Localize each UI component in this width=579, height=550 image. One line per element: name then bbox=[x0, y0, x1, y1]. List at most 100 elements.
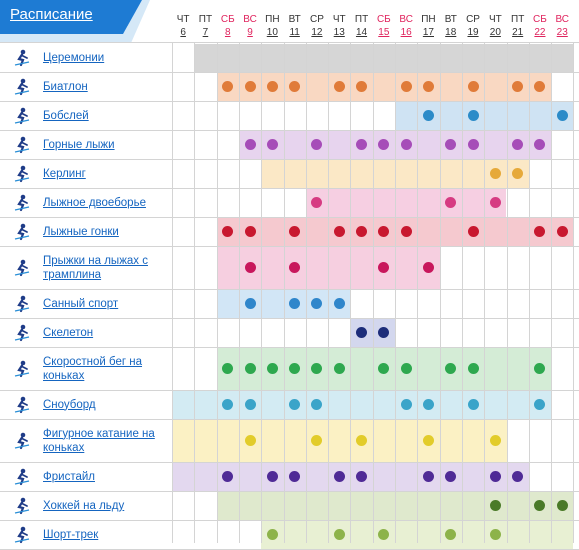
final-event-dot[interactable] bbox=[422, 110, 434, 121]
final-event-dot[interactable] bbox=[222, 226, 234, 237]
final-event-dot[interactable] bbox=[489, 500, 501, 511]
final-event-dot[interactable] bbox=[534, 226, 546, 237]
final-event-dot[interactable] bbox=[378, 139, 390, 150]
final-event-dot[interactable] bbox=[311, 197, 323, 208]
sport-name-link[interactable]: Санный спорт bbox=[43, 297, 119, 310]
final-event-dot[interactable] bbox=[467, 110, 479, 121]
sport-name-link[interactable]: Прыжки на лыжах с трамплина bbox=[43, 254, 148, 281]
final-event-dot[interactable] bbox=[378, 529, 390, 540]
final-event-dot[interactable] bbox=[534, 500, 546, 511]
final-event-dot[interactable] bbox=[445, 529, 457, 540]
final-event-dot[interactable] bbox=[422, 81, 434, 92]
sport-name-link[interactable]: Керлинг bbox=[43, 167, 86, 180]
final-event-dot[interactable] bbox=[244, 81, 256, 92]
final-event-dot[interactable] bbox=[512, 139, 524, 150]
day-date-link[interactable]: 22 bbox=[534, 27, 546, 38]
sport-name-link[interactable]: Фигурное катание на коньках bbox=[43, 427, 155, 454]
day-date-link[interactable]: 7 bbox=[202, 27, 209, 38]
final-event-dot[interactable] bbox=[489, 168, 501, 179]
day-date-link[interactable]: 6 bbox=[180, 27, 186, 38]
day-date-link[interactable]: 15 bbox=[378, 27, 390, 38]
final-event-dot[interactable] bbox=[467, 81, 479, 92]
final-event-dot[interactable] bbox=[378, 226, 390, 237]
final-event-dot[interactable] bbox=[534, 363, 546, 374]
day-date-link[interactable]: 19 bbox=[467, 27, 479, 38]
final-event-dot[interactable] bbox=[244, 139, 256, 150]
final-event-dot[interactable] bbox=[222, 81, 234, 92]
final-event-dot[interactable] bbox=[266, 529, 278, 540]
final-event-dot[interactable] bbox=[311, 363, 323, 374]
day-date-link[interactable]: 16 bbox=[400, 27, 412, 38]
final-event-dot[interactable] bbox=[467, 226, 479, 237]
sport-name-link[interactable]: Бобслей bbox=[43, 109, 89, 122]
sport-name-link[interactable]: Биатлон bbox=[43, 80, 88, 93]
final-event-dot[interactable] bbox=[356, 81, 368, 92]
final-event-dot[interactable] bbox=[556, 110, 568, 121]
final-event-dot[interactable] bbox=[467, 399, 479, 410]
final-event-dot[interactable] bbox=[244, 262, 256, 273]
sport-name-link[interactable]: Скоростной бег на коньках bbox=[43, 355, 143, 382]
final-event-dot[interactable] bbox=[244, 435, 256, 446]
final-event-dot[interactable] bbox=[400, 81, 412, 92]
final-event-dot[interactable] bbox=[556, 500, 568, 511]
day-date-link[interactable]: 10 bbox=[266, 27, 278, 38]
sport-name-link[interactable]: Фристайл bbox=[43, 470, 95, 483]
final-event-dot[interactable] bbox=[356, 471, 368, 482]
sport-name-link[interactable]: Лыжное двоеборье bbox=[43, 196, 146, 209]
final-event-dot[interactable] bbox=[244, 298, 256, 309]
final-event-dot[interactable] bbox=[356, 435, 368, 446]
final-event-dot[interactable] bbox=[378, 327, 390, 338]
final-event-dot[interactable] bbox=[489, 435, 501, 446]
final-event-dot[interactable] bbox=[378, 363, 390, 374]
day-date-link[interactable]: 20 bbox=[489, 27, 501, 38]
final-event-dot[interactable] bbox=[289, 298, 301, 309]
final-event-dot[interactable] bbox=[512, 168, 524, 179]
final-event-dot[interactable] bbox=[222, 363, 234, 374]
day-date-link[interactable]: 18 bbox=[445, 27, 457, 38]
final-event-dot[interactable] bbox=[378, 262, 390, 273]
final-event-dot[interactable] bbox=[333, 471, 345, 482]
final-event-dot[interactable] bbox=[333, 298, 345, 309]
final-event-dot[interactable] bbox=[266, 363, 278, 374]
final-event-dot[interactable] bbox=[289, 363, 301, 374]
final-event-dot[interactable] bbox=[534, 139, 546, 150]
final-event-dot[interactable] bbox=[311, 298, 323, 309]
final-event-dot[interactable] bbox=[445, 363, 457, 374]
final-event-dot[interactable] bbox=[356, 226, 368, 237]
sport-name-link[interactable]: Сноуборд bbox=[43, 398, 96, 411]
day-date-link[interactable]: 17 bbox=[422, 27, 434, 38]
final-event-dot[interactable] bbox=[556, 226, 568, 237]
sport-name-link[interactable]: Горные лыжи bbox=[43, 138, 115, 151]
day-date-link[interactable]: 8 bbox=[224, 27, 231, 38]
sport-name-link[interactable]: Шорт-трек bbox=[43, 528, 99, 541]
final-event-dot[interactable] bbox=[467, 139, 479, 150]
day-date-link[interactable]: 9 bbox=[247, 27, 253, 38]
final-event-dot[interactable] bbox=[534, 399, 546, 410]
final-event-dot[interactable] bbox=[489, 471, 501, 482]
final-event-dot[interactable] bbox=[333, 81, 345, 92]
final-event-dot[interactable] bbox=[266, 81, 278, 92]
sport-name-link[interactable]: Скелетон bbox=[43, 326, 94, 339]
final-event-dot[interactable] bbox=[244, 399, 256, 410]
final-event-dot[interactable] bbox=[333, 363, 345, 374]
final-event-dot[interactable] bbox=[356, 139, 368, 150]
schedule-title-link[interactable]: Расписание bbox=[10, 6, 93, 23]
day-date-link[interactable]: 23 bbox=[556, 27, 568, 38]
final-event-dot[interactable] bbox=[445, 139, 457, 150]
final-event-dot[interactable] bbox=[333, 529, 345, 540]
final-event-dot[interactable] bbox=[289, 81, 301, 92]
final-event-dot[interactable] bbox=[489, 529, 501, 540]
final-event-dot[interactable] bbox=[266, 139, 278, 150]
final-event-dot[interactable] bbox=[244, 226, 256, 237]
final-event-dot[interactable] bbox=[445, 471, 457, 482]
final-event-dot[interactable] bbox=[534, 81, 546, 92]
final-event-dot[interactable] bbox=[266, 471, 278, 482]
final-event-dot[interactable] bbox=[512, 471, 524, 482]
final-event-dot[interactable] bbox=[467, 363, 479, 374]
final-event-dot[interactable] bbox=[222, 471, 234, 482]
final-event-dot[interactable] bbox=[289, 262, 301, 273]
final-event-dot[interactable] bbox=[422, 262, 434, 273]
final-event-dot[interactable] bbox=[356, 327, 368, 338]
day-date-link[interactable]: 14 bbox=[355, 27, 368, 38]
day-date-link[interactable]: 11 bbox=[289, 27, 300, 38]
